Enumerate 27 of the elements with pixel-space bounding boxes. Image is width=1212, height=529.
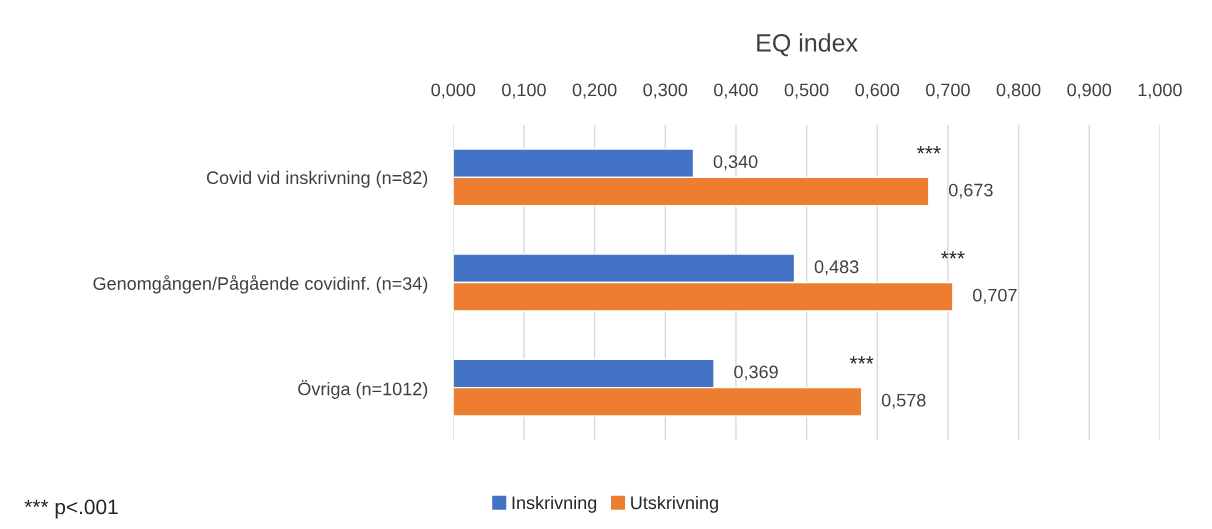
text: *** p<.001 xyxy=(24,499,118,519)
legend-label: Utskrivning xyxy=(631,495,718,513)
data-label: 0,483 xyxy=(814,260,859,276)
x-tick-label: 0,200 xyxy=(572,83,617,99)
legend-label: Inskrivning xyxy=(512,495,597,513)
data-label: 0,707 xyxy=(973,288,1017,304)
chart-title: EQ index xyxy=(757,33,858,57)
y-tick-label: Genomgången/Pågående covidinf. (n=34) xyxy=(93,275,428,294)
annotation: *** xyxy=(849,356,874,364)
data-label: 0,340 xyxy=(713,155,758,171)
data-label: 0,369 xyxy=(734,365,778,381)
y-tick-label: Övriga (n=1012) xyxy=(298,380,428,399)
x-tick-label: 0,900 xyxy=(1067,83,1112,99)
data-label: 0,578 xyxy=(881,393,926,409)
x-tick-label: 1,000 xyxy=(1138,83,1182,99)
x-tick-label: 0,000 xyxy=(431,83,476,99)
x-tick-label: 0,700 xyxy=(926,83,970,99)
x-tick-label: 0,500 xyxy=(784,83,829,99)
x-tick-label: 0,800 xyxy=(996,83,1041,99)
x-tick-label: 0,300 xyxy=(643,83,688,99)
x-tick-label: 0,400 xyxy=(714,83,758,99)
y-tick-label: Covid vid inskrivning (n=82) xyxy=(206,170,428,188)
annotation: *** xyxy=(941,251,965,259)
x-tick-label: 0,100 xyxy=(502,83,546,99)
annotation: *** xyxy=(917,146,941,154)
x-tick-label: 0,600 xyxy=(855,83,900,99)
data-label: 0,673 xyxy=(948,183,993,199)
